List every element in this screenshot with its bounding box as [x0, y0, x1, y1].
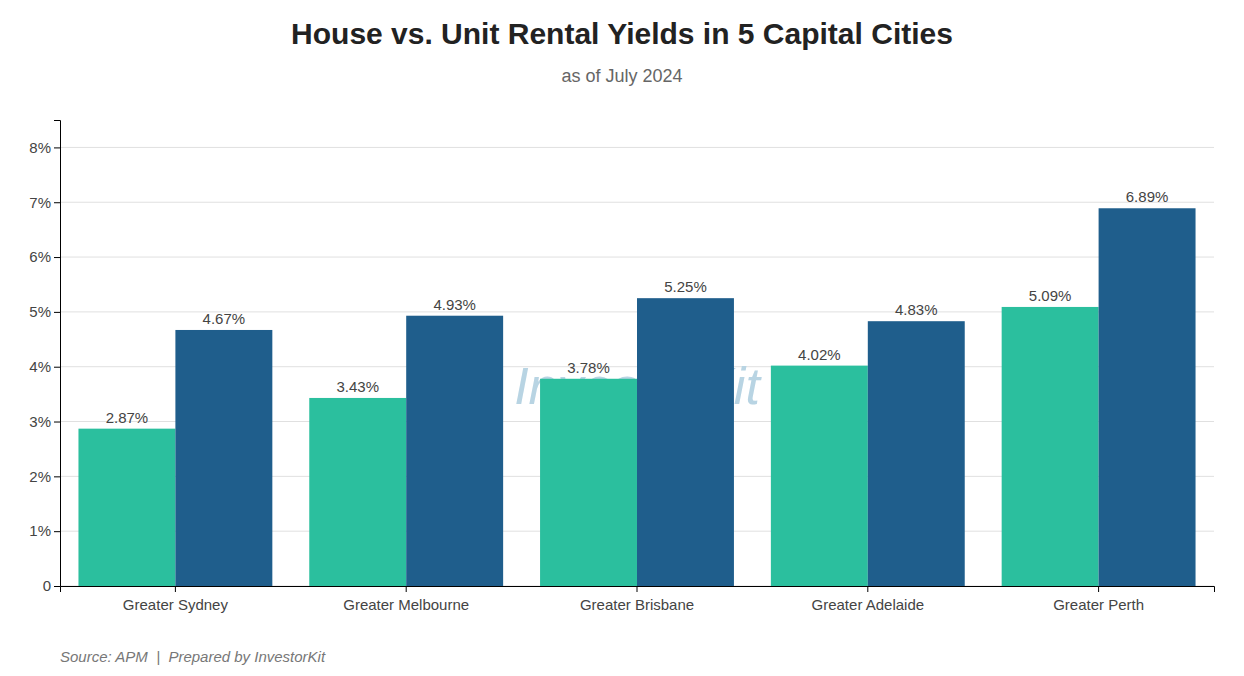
data-label: 4.67%: [203, 310, 246, 327]
data-label: 5.25%: [664, 278, 707, 295]
tick-mark: [54, 586, 60, 587]
grid-line: [60, 202, 1214, 203]
tick-label: 2%: [29, 468, 51, 485]
data-label: 3.43%: [336, 378, 379, 395]
plot: InvestorKit2.87%3.43%3.78%4.02%5.09%4.67…: [29, 121, 1214, 614]
tick-label: 6%: [29, 248, 51, 265]
data-labels: 2.87% 3.43% 3.78% 4.02% 5.09% 4.67% 4.93% 5.25%…: [106, 188, 1169, 425]
tick: 2%: [29, 468, 60, 485]
series: [175, 208, 1195, 586]
tick: Greater Melbourne: [343, 586, 469, 613]
tick-mark: [637, 586, 638, 592]
tick-mark: [1098, 586, 1099, 592]
bar: [309, 398, 406, 586]
y-axis: 0 1% 2% 3% 4% 5% 6% 7% 8%: [29, 121, 60, 595]
tick: Greater Sydney: [123, 586, 229, 613]
tick-label: Greater Melbourne: [343, 596, 469, 613]
tick: 0: [43, 577, 60, 594]
tick-label: Greater Brisbane: [580, 596, 694, 613]
title: House vs. Unit Rental Yields in 5 Capita…: [291, 17, 953, 50]
series: [78, 307, 1098, 586]
tick-mark: [867, 586, 868, 592]
tick-label: 3%: [29, 413, 51, 430]
tick-mark: [54, 367, 60, 368]
tick-label: 7%: [29, 194, 51, 211]
tick-label: 0: [43, 577, 51, 594]
chart: House vs. Unit Rental Yields in 5 Capita…: [0, 0, 1244, 676]
tick: Greater Adelaide: [812, 586, 925, 613]
tick: Greater Perth: [1053, 586, 1144, 613]
bars: [78, 208, 1195, 586]
bar: [175, 330, 272, 586]
tick: 6%: [29, 248, 60, 265]
tick-mark: [54, 422, 60, 423]
data-label: 5.09%: [1029, 287, 1072, 304]
source: Source: APM | Prepared by InvestorKit: [60, 648, 326, 665]
tick-mark: [54, 202, 60, 203]
bar: [540, 379, 637, 586]
tick-label: Greater Perth: [1053, 596, 1144, 613]
tick: 1%: [29, 522, 60, 539]
bar: [1002, 307, 1099, 586]
bar: [771, 366, 868, 586]
tick-label: 1%: [29, 522, 51, 539]
tick-mark: [175, 586, 176, 592]
data-label: 4.02%: [798, 346, 841, 363]
data-label: 6.89%: [1126, 188, 1169, 205]
data-label: 2.87%: [106, 409, 149, 426]
tick-mark: [406, 586, 407, 592]
bar: [1099, 208, 1196, 586]
bar: [868, 321, 965, 586]
bar: [78, 429, 175, 586]
tick-mark: [54, 147, 60, 148]
tick: Greater Brisbane: [580, 586, 694, 613]
tick-label: Greater Adelaide: [812, 596, 925, 613]
bar: [406, 316, 503, 586]
subtitle: as of July 2024: [561, 66, 682, 86]
axis-line: [54, 121, 61, 587]
bar: [637, 298, 734, 586]
tick-mark: [54, 531, 60, 532]
tick-mark: [54, 312, 60, 313]
tick: 4%: [29, 358, 60, 375]
tick-label: 4%: [29, 358, 51, 375]
tick: 3%: [29, 413, 60, 430]
data-label: 4.93%: [433, 296, 476, 313]
axis-line: [61, 587, 1215, 593]
tick-label: 8%: [29, 139, 51, 156]
grid: [60, 147, 1214, 586]
tick: 7%: [29, 194, 60, 211]
data-label: 4.83%: [895, 301, 938, 318]
grid-line: [60, 147, 1214, 148]
x-axis: Greater Sydney Greater Melbourne Greater B…: [61, 586, 1215, 613]
tick: 5%: [29, 303, 60, 320]
grid-line: [60, 257, 1214, 258]
data-label: 3.78%: [567, 359, 610, 376]
tick-mark: [54, 257, 60, 258]
tick: 8%: [29, 139, 60, 156]
tick-mark: [54, 476, 60, 477]
tick-label: 5%: [29, 303, 51, 320]
tick-label: Greater Sydney: [123, 596, 229, 613]
